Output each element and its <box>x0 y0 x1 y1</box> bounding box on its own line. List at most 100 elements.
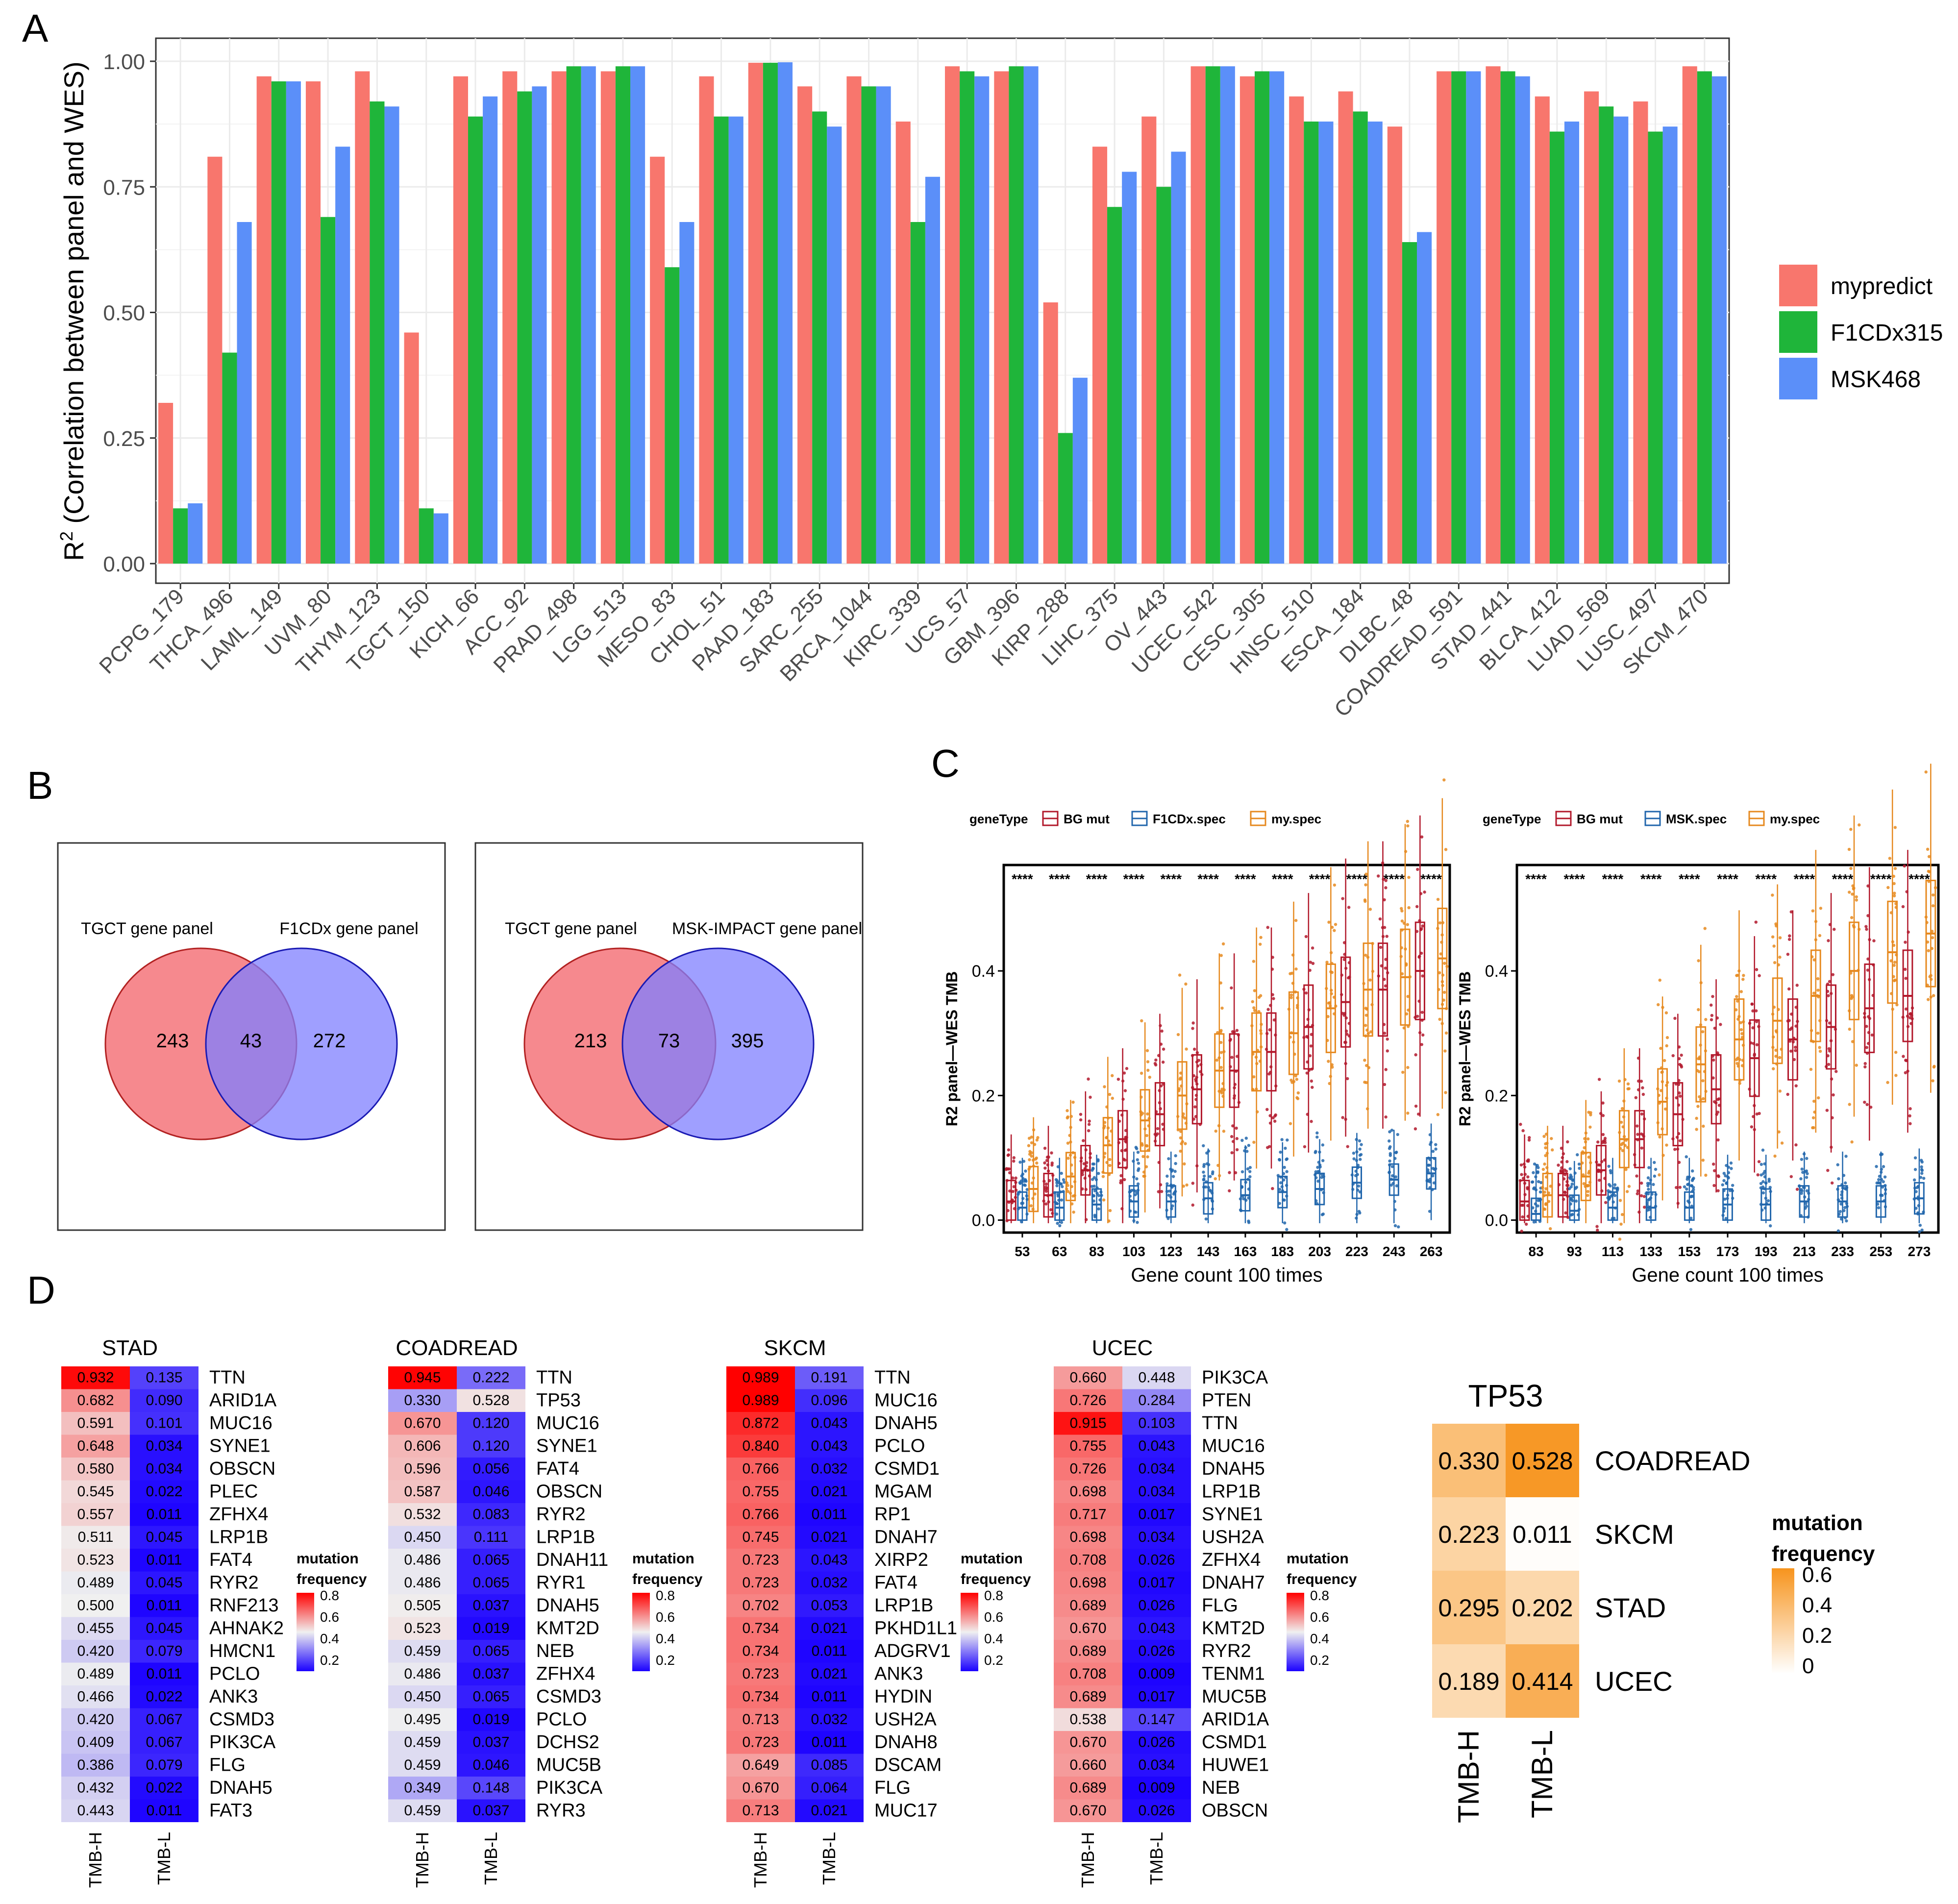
jitter-point <box>1647 1187 1650 1191</box>
heat-gene-label: RYR2 <box>1202 1641 1251 1661</box>
jitter-point <box>1442 990 1446 994</box>
jitter-point <box>1390 1174 1394 1178</box>
jitter-point <box>1683 1185 1686 1188</box>
heat-gene-label: DNAH5 <box>1202 1459 1265 1479</box>
jitter-point <box>1754 920 1758 924</box>
jitter-point <box>1678 1186 1682 1189</box>
jitter-point <box>1811 909 1815 913</box>
jitter-point <box>1893 866 1897 870</box>
jitter-point <box>1927 949 1931 953</box>
jitter-point <box>1140 1071 1143 1075</box>
jitter-point <box>1789 1175 1793 1178</box>
jitter-point <box>1544 1154 1547 1158</box>
heat-value-h: 0.330 <box>404 1392 441 1409</box>
heat-cell-h <box>726 1685 795 1708</box>
jitter-point <box>1767 1180 1771 1183</box>
heat-cell-l <box>795 1754 864 1777</box>
jitter-point <box>1806 1172 1809 1175</box>
jitter-point <box>1774 1055 1778 1058</box>
heat-cell-h <box>61 1799 130 1822</box>
jitter-point <box>1406 1112 1410 1115</box>
heat-value-l: 0.448 <box>1138 1370 1175 1386</box>
bar-F1CDx315-KIRC_339 <box>910 222 925 564</box>
jitter-point <box>1191 1203 1194 1207</box>
heat-cell-h <box>1054 1503 1122 1526</box>
jitter-point <box>1569 1185 1573 1188</box>
heat-gene-label: USH2A <box>874 1709 937 1730</box>
jitter-point <box>1310 1120 1313 1123</box>
heat-value-l: 0.032 <box>811 1461 847 1477</box>
heat-cell-l <box>1122 1594 1191 1617</box>
bar-MSK468-UCS_57 <box>974 76 990 564</box>
heat-gene-label: NEB <box>1202 1778 1240 1798</box>
jitter-point <box>1771 893 1774 897</box>
jitter-point <box>1658 1173 1661 1177</box>
jitter-point <box>1931 1079 1934 1083</box>
heat-gene-label: TTN <box>1202 1413 1238 1434</box>
heat-value-l: 0.011 <box>812 1507 847 1523</box>
heat-value-l: 0.046 <box>472 1484 509 1500</box>
panel-letter-c: C <box>931 742 960 785</box>
jitter-point <box>1258 942 1262 946</box>
jitter-point <box>1383 926 1387 929</box>
jitter-point <box>1618 1199 1622 1202</box>
jitter-point <box>1384 984 1388 988</box>
box-iqr <box>1531 1197 1541 1221</box>
heat-cell-h <box>1054 1777 1122 1800</box>
jitter-point <box>1685 1187 1688 1191</box>
heat-legend-bar <box>297 1593 314 1671</box>
heat-cell-l <box>1122 1777 1191 1800</box>
heat-cell-l <box>1122 1754 1191 1777</box>
heat-cell-l <box>457 1480 525 1503</box>
jitter-point <box>1365 1063 1368 1067</box>
heat-gene-label: ADGRV1 <box>874 1641 951 1661</box>
jitter-point <box>1305 1035 1309 1039</box>
jitter-point <box>1843 1181 1847 1185</box>
heat-cell-l <box>457 1412 525 1435</box>
heat-cell-l <box>457 1434 525 1458</box>
jitter-point <box>1787 938 1791 941</box>
box-iqr <box>1607 1191 1618 1221</box>
legend-label: my.spec <box>1271 812 1321 826</box>
jitter-point <box>1251 1000 1254 1004</box>
heat-cell-h <box>388 1640 457 1663</box>
heat-cell-h <box>726 1640 795 1663</box>
tp53-cell-h <box>1432 1571 1506 1644</box>
heat-cell-h <box>61 1617 130 1640</box>
heat-legend-tick: 0.4 <box>1310 1631 1329 1646</box>
heat-cell-l <box>130 1412 198 1435</box>
heat-value-l: 0.043 <box>811 1552 847 1568</box>
bar-mypredict-LUAD_569 <box>1584 91 1599 564</box>
box-iqr <box>1684 1191 1695 1221</box>
jitter-point <box>1123 1158 1127 1162</box>
heat-column-label: TMB-H <box>85 1832 105 1888</box>
jitter-point <box>1704 1173 1708 1177</box>
box-iqr <box>1054 1191 1065 1221</box>
bar-mypredict-PAAD_183 <box>748 63 763 564</box>
jitter-point <box>1926 847 1930 851</box>
jitter-point <box>1735 973 1739 977</box>
jitter-point <box>1836 1163 1839 1166</box>
jitter-point <box>1148 1075 1151 1079</box>
heat-gene-label: PCLO <box>209 1663 260 1684</box>
jitter-point <box>1742 974 1745 977</box>
jitter-point <box>1756 1173 1760 1177</box>
heat-cell-h <box>1054 1685 1122 1708</box>
jitter-point <box>1204 1217 1208 1221</box>
bar-chart-a: 0.00 0.25 0.50 0.75 1.00 PCPG_179THCA_496LAM… <box>56 37 1943 722</box>
jitter-point <box>1111 1074 1114 1077</box>
heat-cell-h <box>388 1366 457 1389</box>
venn-count-overlap-b: 73 <box>658 1030 680 1052</box>
jitter-point <box>1271 1187 1274 1190</box>
jitter-point <box>1537 1166 1540 1169</box>
bar-MSK468-LUSC_497 <box>1662 126 1678 564</box>
tp53-legend-tick: 0.4 <box>1802 1593 1832 1617</box>
jitter-point <box>1192 1047 1196 1051</box>
heat-value-h: 0.689 <box>1069 1598 1106 1614</box>
jitter-point <box>1072 1211 1075 1214</box>
heat-cell-l <box>1122 1617 1191 1640</box>
heat-column-label: TMB-H <box>750 1832 770 1888</box>
legend-swatch-f1cdx <box>1779 311 1817 353</box>
jitter-point <box>1794 1084 1798 1088</box>
jitter-point <box>1678 1139 1682 1142</box>
